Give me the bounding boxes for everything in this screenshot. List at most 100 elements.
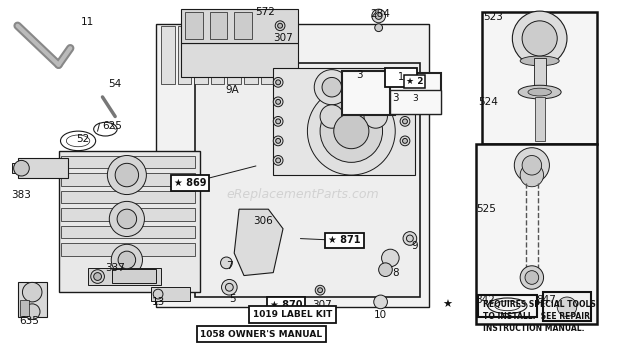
Bar: [151, 287, 190, 301]
Circle shape: [273, 97, 283, 107]
Circle shape: [368, 79, 384, 95]
Circle shape: [94, 273, 102, 280]
Circle shape: [273, 136, 283, 146]
Bar: [177, 26, 192, 84]
Text: 307: 307: [273, 34, 293, 43]
Circle shape: [273, 116, 283, 126]
Bar: [161, 26, 175, 84]
Circle shape: [308, 87, 395, 175]
Circle shape: [374, 295, 388, 309]
Bar: [12, 163, 22, 173]
Bar: [535, 97, 544, 141]
Text: 3: 3: [392, 93, 399, 103]
Bar: [277, 26, 291, 84]
Text: 52: 52: [76, 134, 89, 144]
Bar: [342, 71, 395, 114]
Text: 10: 10: [374, 310, 387, 319]
Bar: [391, 73, 441, 114]
Bar: [61, 243, 195, 256]
Circle shape: [372, 9, 386, 23]
Circle shape: [525, 271, 539, 284]
Bar: [391, 90, 441, 114]
Ellipse shape: [518, 85, 561, 99]
Circle shape: [111, 244, 143, 276]
Bar: [476, 144, 597, 324]
Bar: [260, 26, 274, 84]
Text: 3: 3: [412, 94, 418, 103]
Bar: [61, 156, 195, 168]
Bar: [156, 24, 430, 307]
Circle shape: [403, 232, 417, 245]
Circle shape: [221, 257, 232, 269]
Circle shape: [402, 119, 407, 124]
Circle shape: [379, 263, 392, 276]
Bar: [228, 26, 241, 84]
Circle shape: [361, 73, 391, 102]
Circle shape: [557, 297, 577, 317]
Bar: [194, 26, 208, 84]
Ellipse shape: [520, 56, 559, 66]
Bar: [61, 208, 195, 221]
Bar: [244, 26, 258, 84]
Circle shape: [407, 235, 414, 242]
Circle shape: [520, 266, 544, 289]
Bar: [386, 68, 417, 87]
Text: 842: 842: [475, 295, 495, 305]
Text: 8: 8: [392, 268, 399, 277]
Bar: [19, 300, 29, 316]
Bar: [210, 12, 228, 40]
Circle shape: [226, 283, 233, 291]
Circle shape: [276, 119, 281, 124]
Circle shape: [276, 158, 281, 163]
Text: ★ 869: ★ 869: [174, 178, 206, 188]
Text: 54: 54: [108, 79, 122, 89]
Text: 307: 307: [312, 300, 332, 310]
Bar: [58, 151, 200, 292]
Circle shape: [402, 138, 407, 143]
PathPatch shape: [234, 209, 283, 276]
Circle shape: [117, 209, 136, 229]
Bar: [185, 12, 203, 40]
Text: 9: 9: [412, 241, 418, 251]
Circle shape: [107, 156, 146, 195]
Circle shape: [402, 80, 407, 85]
Text: 306: 306: [254, 216, 273, 226]
Text: eReplacementParts.com: eReplacementParts.com: [226, 188, 379, 201]
Text: 524: 524: [478, 97, 498, 107]
Circle shape: [221, 280, 237, 295]
Circle shape: [275, 21, 285, 31]
Bar: [17, 282, 47, 317]
Text: 337: 337: [105, 263, 125, 273]
Circle shape: [276, 138, 281, 143]
Text: 7: 7: [226, 261, 232, 271]
Circle shape: [273, 77, 283, 87]
Circle shape: [381, 249, 399, 267]
Bar: [534, 58, 546, 87]
Text: ★ 870: ★ 870: [270, 300, 302, 310]
Circle shape: [109, 201, 144, 237]
Text: ★ 2: ★ 2: [406, 77, 423, 86]
Circle shape: [375, 13, 382, 19]
Circle shape: [334, 114, 369, 149]
Bar: [61, 173, 195, 186]
Circle shape: [320, 100, 383, 162]
Text: 635: 635: [19, 316, 39, 327]
Circle shape: [317, 288, 322, 293]
Text: 11: 11: [81, 17, 94, 27]
Circle shape: [364, 105, 388, 128]
Text: 525: 525: [476, 204, 496, 214]
Circle shape: [400, 77, 410, 87]
Bar: [542, 292, 591, 322]
Text: 5: 5: [229, 294, 236, 304]
Bar: [478, 295, 537, 317]
Text: 284: 284: [371, 9, 391, 19]
Circle shape: [520, 163, 544, 187]
Circle shape: [118, 251, 136, 269]
Circle shape: [22, 282, 42, 302]
Circle shape: [14, 160, 29, 176]
Bar: [88, 268, 161, 285]
Text: REQUIRES SPECIAL TOOLS: REQUIRES SPECIAL TOOLS: [483, 300, 596, 309]
Text: 383: 383: [12, 190, 32, 199]
Text: 523: 523: [483, 12, 503, 22]
Bar: [211, 26, 224, 84]
